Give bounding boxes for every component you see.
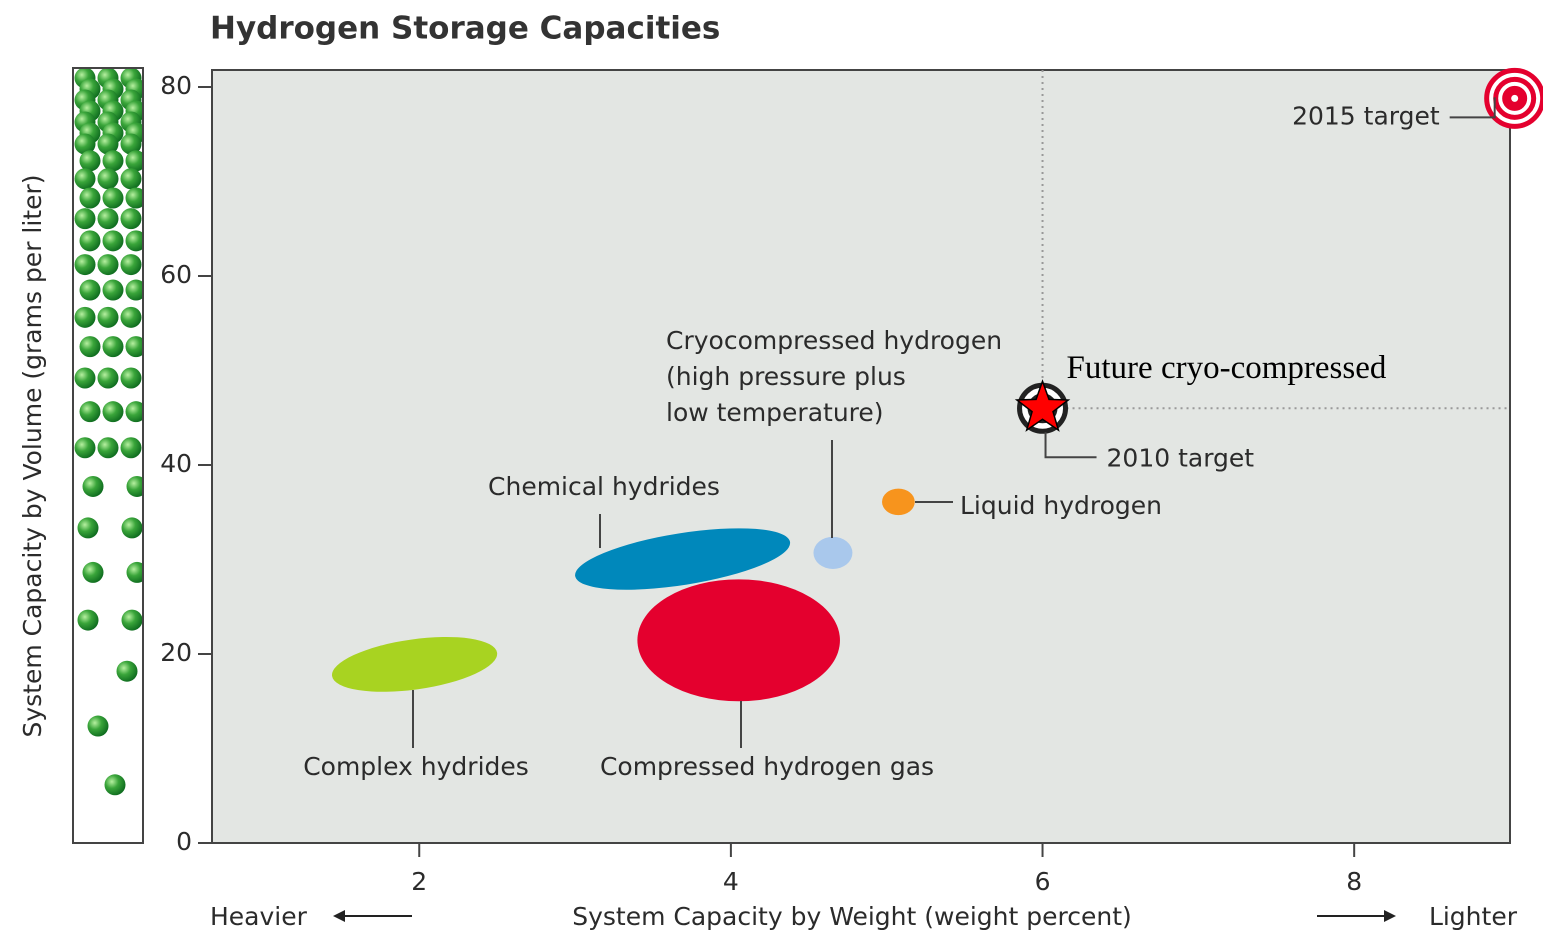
- region-label: Complex hydrides: [303, 752, 529, 781]
- density-ball: [120, 133, 142, 155]
- target-label: 2010 target: [1107, 443, 1255, 472]
- density-ball: [97, 254, 119, 276]
- density-ball: [126, 561, 142, 583]
- density-ball: [97, 306, 119, 328]
- density-ball: [74, 367, 96, 389]
- future-label: Future cryo-compressed: [1067, 350, 1387, 386]
- region: [813, 536, 853, 569]
- region: [575, 528, 791, 590]
- density-ball: [102, 187, 124, 209]
- heavier-note: Heavier: [210, 902, 308, 931]
- target-2015-dot: [1511, 94, 1519, 102]
- target-label: 2015 target: [1292, 101, 1440, 130]
- future-star: [1014, 379, 1071, 432]
- density-ball: [102, 279, 124, 301]
- density-ball: [125, 336, 142, 358]
- leader-line: [1044, 432, 1097, 459]
- density-ball: [97, 208, 119, 230]
- y-tick-label: 60: [160, 260, 192, 289]
- density-ball: [121, 517, 142, 539]
- density-ball: [79, 187, 101, 209]
- region: [882, 488, 915, 516]
- y-tick-label: 0: [176, 827, 192, 856]
- density-ball: [120, 367, 142, 389]
- y-tick-label: 40: [160, 449, 192, 478]
- density-ball: [120, 306, 142, 328]
- density-ball: [74, 437, 96, 459]
- chart-title: Hydrogen Storage Capacities: [210, 11, 720, 47]
- y-tick-label: 20: [160, 638, 192, 667]
- density-ball: [79, 279, 101, 301]
- density-ball: [120, 254, 142, 276]
- density-ball: [120, 437, 142, 459]
- density-ball: [97, 367, 119, 389]
- density-ball: [74, 208, 96, 230]
- density-ball: [77, 609, 99, 631]
- density-ball: [74, 168, 96, 190]
- lighter-arrowhead: [1384, 910, 1396, 922]
- leader-line: [1449, 97, 1496, 119]
- density-ball: [82, 475, 104, 497]
- density-ball: [97, 437, 119, 459]
- density-ball: [102, 401, 124, 423]
- density-ball: [116, 660, 138, 682]
- density-ball: [79, 150, 101, 172]
- density-balls: [74, 69, 142, 796]
- density-ball: [79, 336, 101, 358]
- density-ball: [79, 230, 101, 252]
- density-ball: [125, 187, 142, 209]
- y-axis-label: System Capacity by Volume (grams per lit…: [18, 174, 47, 737]
- density-ball: [125, 230, 142, 252]
- x-tick-label: 2: [411, 867, 427, 896]
- density-ball: [74, 306, 96, 328]
- density-ball: [97, 133, 119, 155]
- density-ball: [126, 475, 142, 497]
- density-ball: [87, 715, 109, 737]
- lighter-note: Lighter: [1429, 902, 1518, 931]
- heavier-arrowhead: [333, 910, 345, 922]
- x-axis-label: System Capacity by Weight (weight percen…: [572, 902, 1132, 931]
- region: [331, 636, 498, 692]
- density-ball: [121, 609, 142, 631]
- density-ball: [77, 517, 99, 539]
- density-ball: [74, 254, 96, 276]
- density-ball: [102, 336, 124, 358]
- density-ball: [79, 401, 101, 423]
- region-label: Liquid hydrogen: [960, 491, 1162, 520]
- region-label: Chemical hydrides: [488, 472, 720, 501]
- density-ball: [125, 401, 142, 423]
- x-tick-label: 4: [723, 867, 739, 896]
- density-ball: [125, 279, 142, 301]
- region-label: Compressed hydrogen gas: [600, 752, 934, 781]
- density-ball: [104, 774, 126, 796]
- x-tick-label: 8: [1346, 867, 1362, 896]
- density-ball: [74, 133, 96, 155]
- density-ball: [120, 168, 142, 190]
- density-ball: [125, 150, 142, 172]
- plot-area: [211, 69, 1511, 844]
- x-tick-label: 6: [1035, 867, 1051, 896]
- density-ball: [120, 208, 142, 230]
- density-ball: [82, 561, 104, 583]
- region: [637, 579, 840, 702]
- density-ball: [102, 150, 124, 172]
- y-tick-label: 80: [160, 71, 192, 100]
- density-ball: [97, 168, 119, 190]
- density-ball: [102, 230, 124, 252]
- region-label: Cryocompressed hydrogen (high pressure pl…: [666, 326, 1002, 427]
